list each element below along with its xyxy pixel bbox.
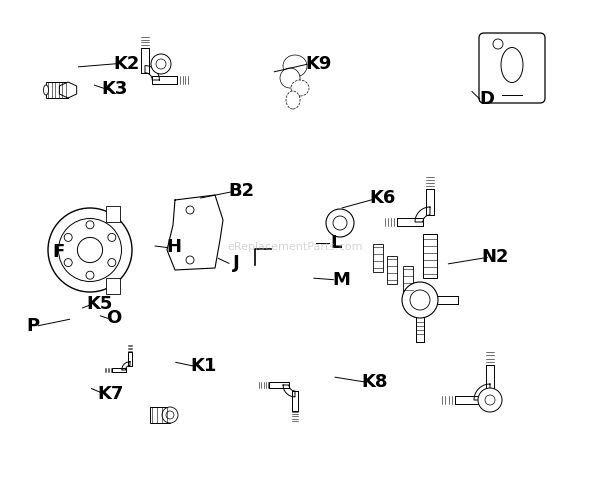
Circle shape — [108, 234, 116, 242]
Polygon shape — [474, 384, 490, 400]
Text: K9: K9 — [306, 55, 332, 73]
Bar — [403, 266, 413, 294]
Text: N2: N2 — [482, 248, 509, 266]
Polygon shape — [142, 49, 149, 73]
Bar — [387, 256, 397, 284]
Polygon shape — [122, 362, 130, 370]
Circle shape — [326, 209, 354, 237]
Polygon shape — [145, 66, 159, 80]
Circle shape — [86, 271, 94, 279]
Bar — [46, 82, 68, 98]
Polygon shape — [269, 382, 289, 388]
Ellipse shape — [283, 55, 307, 77]
Bar — [373, 244, 383, 272]
Text: B2: B2 — [229, 182, 255, 199]
Circle shape — [58, 218, 122, 282]
Text: L: L — [330, 234, 342, 251]
Circle shape — [402, 282, 438, 318]
Text: K2: K2 — [114, 55, 140, 73]
Circle shape — [162, 407, 178, 423]
Text: O: O — [106, 309, 121, 327]
Circle shape — [478, 388, 502, 412]
Text: K7: K7 — [98, 385, 124, 402]
Text: J: J — [232, 254, 240, 272]
Polygon shape — [112, 368, 126, 372]
Text: K5: K5 — [86, 296, 112, 313]
Circle shape — [410, 290, 430, 310]
Circle shape — [86, 221, 94, 229]
Circle shape — [151, 54, 171, 74]
FancyBboxPatch shape — [479, 33, 545, 103]
Text: K8: K8 — [362, 373, 388, 391]
Circle shape — [156, 59, 166, 69]
Ellipse shape — [286, 91, 300, 109]
Polygon shape — [397, 218, 423, 226]
Text: K1: K1 — [191, 357, 217, 375]
Circle shape — [108, 258, 116, 267]
Circle shape — [48, 208, 132, 292]
Polygon shape — [426, 189, 434, 215]
Text: eReplacementParts.com: eReplacementParts.com — [227, 243, 363, 252]
Polygon shape — [128, 352, 132, 365]
Ellipse shape — [44, 85, 48, 95]
Ellipse shape — [280, 68, 300, 88]
Polygon shape — [60, 82, 77, 98]
Text: K3: K3 — [102, 80, 128, 98]
Polygon shape — [283, 385, 295, 397]
Polygon shape — [292, 391, 298, 411]
Circle shape — [77, 238, 103, 263]
Circle shape — [485, 395, 495, 405]
Circle shape — [186, 206, 194, 214]
Bar — [423, 234, 437, 278]
Circle shape — [186, 256, 194, 264]
Circle shape — [333, 216, 347, 230]
Text: H: H — [166, 239, 182, 256]
Circle shape — [493, 39, 503, 49]
Circle shape — [64, 258, 72, 267]
Ellipse shape — [501, 48, 523, 83]
Text: M: M — [332, 271, 350, 289]
Ellipse shape — [291, 80, 309, 96]
Bar — [106, 205, 120, 222]
Polygon shape — [152, 76, 176, 84]
Circle shape — [166, 411, 174, 419]
Bar — [106, 278, 120, 295]
Polygon shape — [167, 195, 223, 270]
Text: F: F — [53, 244, 65, 261]
Text: D: D — [479, 90, 494, 108]
Polygon shape — [455, 396, 482, 404]
Polygon shape — [486, 365, 494, 392]
Text: K6: K6 — [369, 189, 395, 207]
Text: P: P — [26, 317, 39, 335]
Bar — [150, 407, 170, 423]
Circle shape — [64, 234, 72, 242]
Polygon shape — [415, 207, 430, 222]
